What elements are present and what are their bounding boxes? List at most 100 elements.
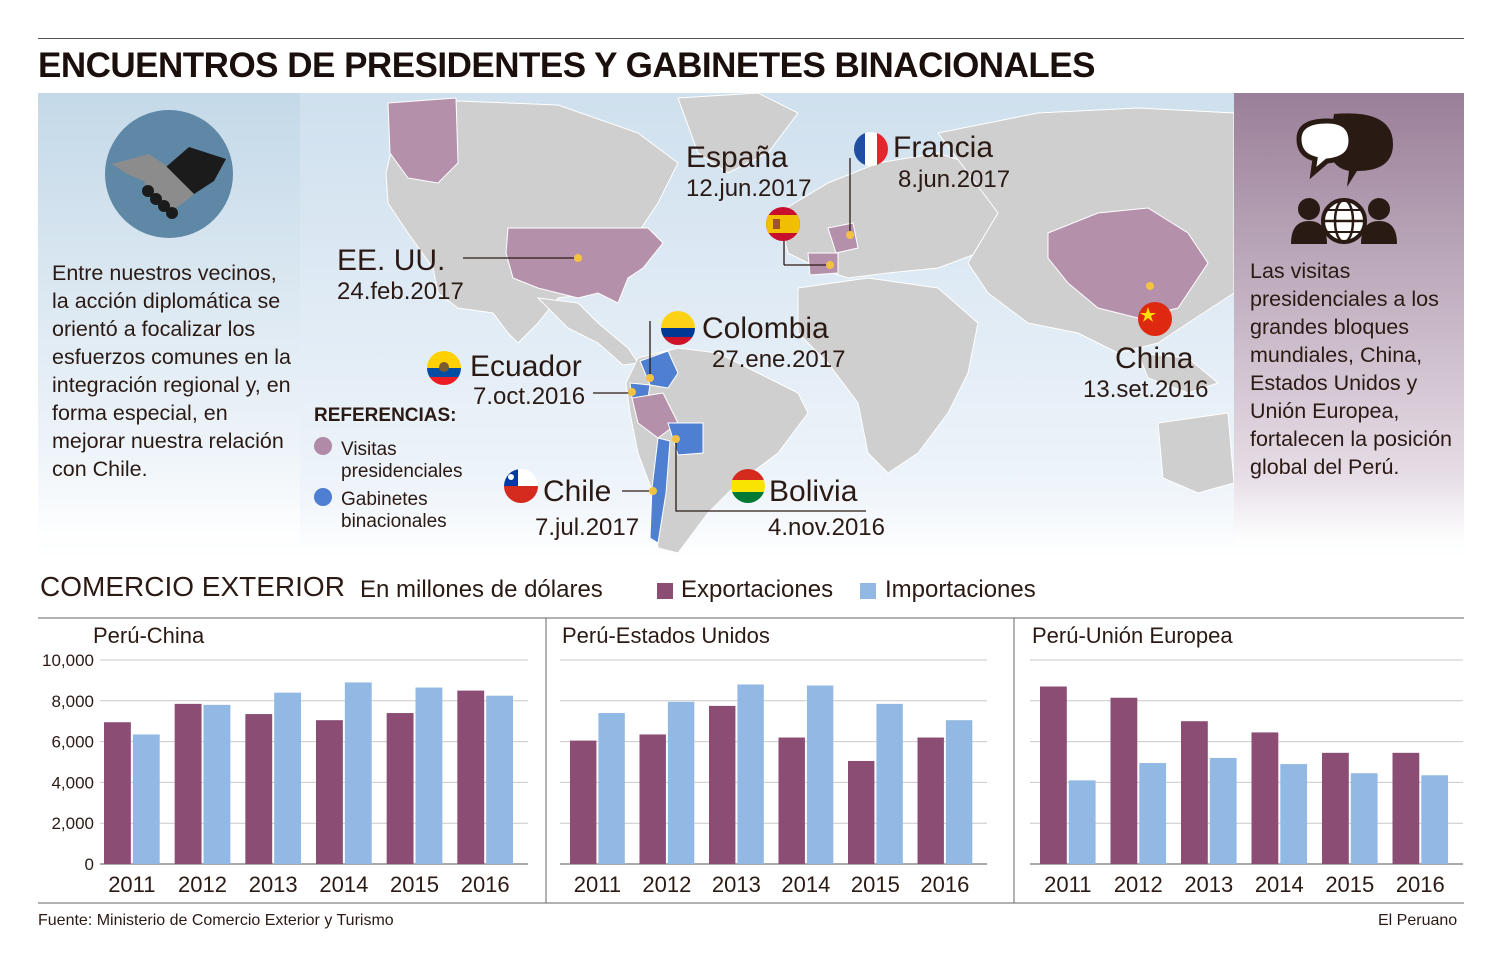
legend-label-exportaciones: Exportaciones (681, 576, 834, 603)
bar-exportaciones (1040, 686, 1067, 864)
label-china: China (1115, 342, 1194, 375)
x-tick-label: 2011 (1044, 872, 1091, 897)
x-tick-label: 2014 (1255, 872, 1304, 897)
legend-dot-gabinetes (314, 488, 332, 506)
bar-importaciones (1350, 773, 1378, 864)
trade-section-title: COMERCIO EXTERIOR (40, 571, 345, 602)
chart-title: Perú-Unión Europea (1032, 623, 1233, 648)
label-bolivia: Bolivia (769, 475, 858, 508)
y-tick-label: 6,000 (51, 733, 94, 752)
x-tick-label: 2011 (108, 872, 155, 897)
legend-dot-visitas (314, 437, 332, 455)
label-espana: España (686, 141, 788, 174)
bar-exportaciones (1251, 732, 1279, 864)
bar-importaciones (806, 685, 834, 864)
label-ecuador: Ecuador (470, 350, 582, 383)
ecuador-flag-icon (427, 351, 461, 385)
bar-exportaciones (1110, 697, 1138, 864)
legend-label-visitas: Visitas presidenciales (341, 439, 463, 482)
bar-exportaciones (245, 714, 273, 864)
bar-importaciones (344, 682, 372, 864)
china-flag-icon (1138, 302, 1172, 336)
trade-section-subtitle: En millones de dólares (360, 576, 603, 603)
bar-exportaciones (316, 720, 343, 864)
x-tick-label: 2013 (712, 872, 761, 897)
x-tick-label: 2016 (920, 872, 969, 897)
bar-exportaciones (104, 722, 131, 864)
legend-swatch-importaciones (860, 583, 876, 599)
alaska-region (387, 97, 459, 184)
bar-importaciones (1280, 764, 1308, 864)
y-tick-label: 10,000 (42, 651, 94, 670)
marker-chile (649, 487, 657, 495)
x-tick-label: 2012 (1114, 872, 1163, 897)
marker-ecuador (628, 388, 636, 396)
bar-importaciones (1209, 757, 1237, 864)
bolivia-flag-icon (731, 469, 765, 503)
bar-importaciones (274, 692, 302, 864)
marker-francia (846, 231, 854, 239)
spain-flag-icon (766, 207, 800, 241)
trade-bar-charts: Perú-China 10,000 8,000 6,000 4,000 2,000 0 201… (38, 617, 1464, 904)
right-panel-text: Las visitas presidenciales a los grandes… (1250, 259, 1452, 479)
handshake-icon (105, 110, 233, 238)
bar-importaciones (737, 684, 764, 864)
x-tick-label: 2016 (461, 872, 510, 897)
greenland-landmass (677, 93, 799, 174)
date-espana: 12.jun.2017 (686, 175, 812, 202)
left-panel-text: Entre nuestros vecinos, la acción diplom… (52, 261, 292, 481)
x-tick-label: 2016 (1396, 872, 1445, 897)
label-francia: Francia (893, 131, 994, 164)
x-tick-label: 2013 (1184, 872, 1233, 897)
africa-landmass (797, 277, 979, 474)
x-tick-label: 2014 (781, 872, 830, 897)
x-tick-label: 2012 (642, 872, 691, 897)
legend-label-gabinetes: Gabinetes binacionales (341, 489, 447, 532)
footer-publisher: El Peruano (1378, 912, 1458, 929)
chart-title: Perú-China (93, 623, 205, 648)
left-info-panel: Entre nuestros vecinos, la acción diplom… (38, 93, 300, 543)
spain-region (807, 252, 839, 276)
x-tick-label: 2012 (178, 872, 227, 897)
marker-espana (826, 261, 834, 269)
bar-exportaciones (457, 690, 485, 864)
footer-source: Fuente: Ministerio de Comercio Exterior … (38, 912, 394, 929)
label-eeuu: EE. UU. (337, 244, 446, 277)
bar-importaciones (415, 687, 443, 864)
conversation-globe-icon (1291, 113, 1397, 244)
x-tick-label: 2011 (574, 872, 621, 897)
legend-swatch-exportaciones (657, 583, 673, 599)
top-rule (38, 38, 1464, 39)
date-eeuu: 24.feb.2017 (337, 278, 464, 305)
bar-importaciones (1421, 775, 1449, 864)
south-america-landmass (625, 347, 809, 554)
page-title: ENCUENTROS DE PRESIDENTES Y GABINETES BI… (38, 46, 1095, 85)
bar-importaciones (667, 701, 695, 864)
y-tick-label: 0 (85, 855, 94, 874)
x-tick-label: 2015 (1325, 872, 1374, 897)
connector-bolivia (675, 439, 866, 512)
y-tick-label: 4,000 (51, 773, 94, 792)
date-ecuador: 7.oct.2016 (473, 383, 586, 410)
date-francia: 8.jun.2017 (898, 166, 1011, 193)
legend-label-importaciones: Importaciones (885, 576, 1036, 603)
references-title: REFERENCIAS: (314, 405, 457, 426)
bar-exportaciones (1322, 752, 1349, 864)
bar-exportaciones (1181, 721, 1208, 864)
x-tick-label: 2013 (249, 872, 298, 897)
x-tick-label: 2015 (851, 872, 900, 897)
bar-importaciones (945, 720, 973, 864)
france-flag-icon (854, 132, 888, 166)
marker-china (1146, 282, 1154, 290)
marker-eeuu (574, 254, 582, 262)
date-bolivia: 4.nov.2016 (768, 514, 885, 541)
bar-importaciones (1068, 780, 1096, 864)
bar-importaciones (132, 734, 160, 864)
bar-importaciones (1139, 763, 1167, 864)
australia-landmass (1157, 412, 1235, 494)
date-colombia: 27.ene.2017 (712, 346, 846, 373)
bar-importaciones (598, 713, 625, 864)
y-tick-label: 2,000 (51, 814, 94, 833)
label-chile: Chile (543, 475, 612, 508)
peru-region (631, 392, 679, 439)
